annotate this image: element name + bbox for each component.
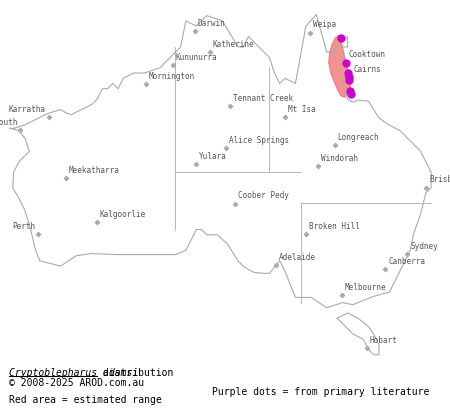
Text: Katherine: Katherine [213, 40, 254, 49]
Text: distribution: distribution [97, 368, 173, 378]
Text: Kalgoorlie: Kalgoorlie [100, 210, 146, 219]
Text: Darwin: Darwin [198, 19, 225, 28]
Text: Weipa: Weipa [313, 20, 336, 29]
Text: Coober Pedy: Coober Pedy [238, 191, 289, 200]
Text: Kununurra: Kununurra [176, 53, 217, 62]
Text: Red area = estimated range: Red area = estimated range [9, 395, 162, 405]
Text: Adelaide: Adelaide [279, 253, 316, 262]
Text: Windorah: Windorah [321, 154, 358, 163]
Text: Cooktown: Cooktown [348, 50, 385, 59]
Text: Meekatharra: Meekatharra [69, 166, 120, 175]
Text: Cryptoblepharus adamsi: Cryptoblepharus adamsi [9, 368, 138, 378]
Text: Purple dots = from primary literature: Purple dots = from primary literature [212, 387, 429, 397]
Text: Canberra: Canberra [389, 257, 426, 266]
Polygon shape [329, 35, 351, 97]
Text: Perth: Perth [12, 222, 35, 231]
Text: Longreach: Longreach [338, 133, 379, 142]
Text: Alice Springs: Alice Springs [230, 136, 289, 145]
Text: Exmouth: Exmouth [0, 117, 17, 127]
Text: © 2008-2025 AROD.com.au: © 2008-2025 AROD.com.au [9, 378, 144, 388]
Text: Karratha: Karratha [9, 105, 45, 114]
Text: Yulara: Yulara [199, 152, 227, 161]
Text: Tennant Creek: Tennant Creek [233, 94, 293, 103]
Text: Cairns: Cairns [354, 65, 381, 74]
Text: Brisbane: Brisbane [429, 176, 450, 184]
Text: Melbourne: Melbourne [345, 283, 387, 292]
Text: Sydney: Sydney [410, 242, 438, 251]
Text: Mornington: Mornington [149, 71, 195, 81]
Text: Hobart: Hobart [370, 336, 398, 345]
Text: Broken Hill: Broken Hill [309, 222, 360, 231]
Text: Mt Isa: Mt Isa [288, 105, 316, 114]
